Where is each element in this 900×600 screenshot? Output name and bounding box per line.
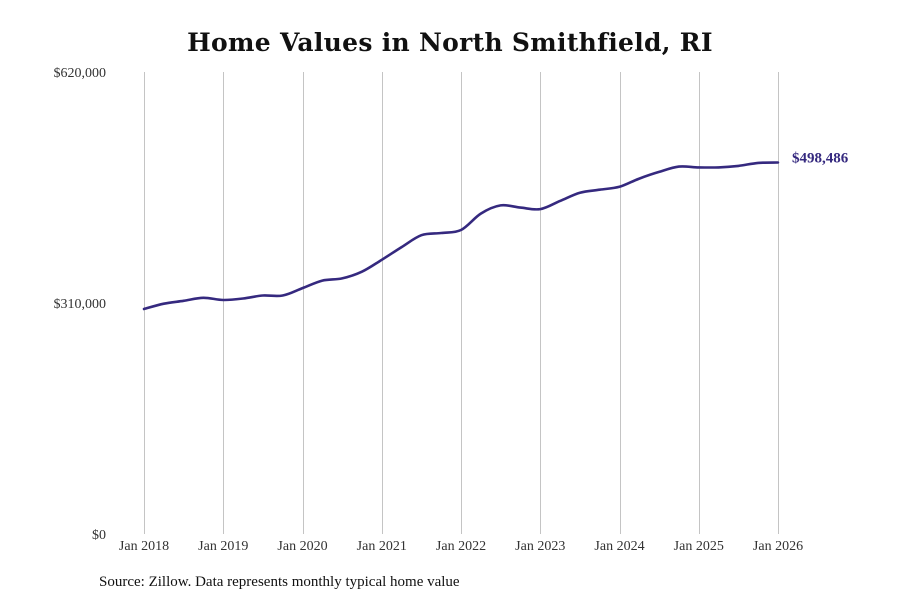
chart-title: Home Values in North Smithfield, RI bbox=[187, 28, 713, 57]
y-tick-label: $310,000 bbox=[54, 297, 107, 312]
x-tick-label: Jan 2024 bbox=[594, 539, 644, 554]
home-value-line bbox=[142, 161, 780, 311]
x-tick-label: Jan 2026 bbox=[753, 539, 803, 554]
y-tick-label: $620,000 bbox=[54, 66, 107, 81]
end-value-label: $498,486 bbox=[792, 151, 849, 167]
x-tick-label: Jan 2022 bbox=[436, 539, 486, 554]
x-tick-label: Jan 2020 bbox=[277, 539, 327, 554]
x-axis: Jan 2018 Jan 2019 Jan 2020 Jan 2021 Jan 2022… bbox=[119, 539, 803, 554]
x-tick-label: Jan 2019 bbox=[198, 539, 248, 554]
source-note: Source: Zillow. Data represents monthly … bbox=[99, 574, 460, 590]
x-tick-label: Jan 2025 bbox=[674, 539, 724, 554]
x-tick-label: Jan 2021 bbox=[357, 539, 407, 554]
gridlines bbox=[144, 72, 779, 534]
y-axis: $620,000 $310,000 $0 bbox=[54, 66, 107, 543]
x-tick-label: Jan 2023 bbox=[515, 539, 565, 554]
y-tick-label: $0 bbox=[92, 528, 106, 543]
x-tick-label: Jan 2018 bbox=[119, 539, 169, 554]
